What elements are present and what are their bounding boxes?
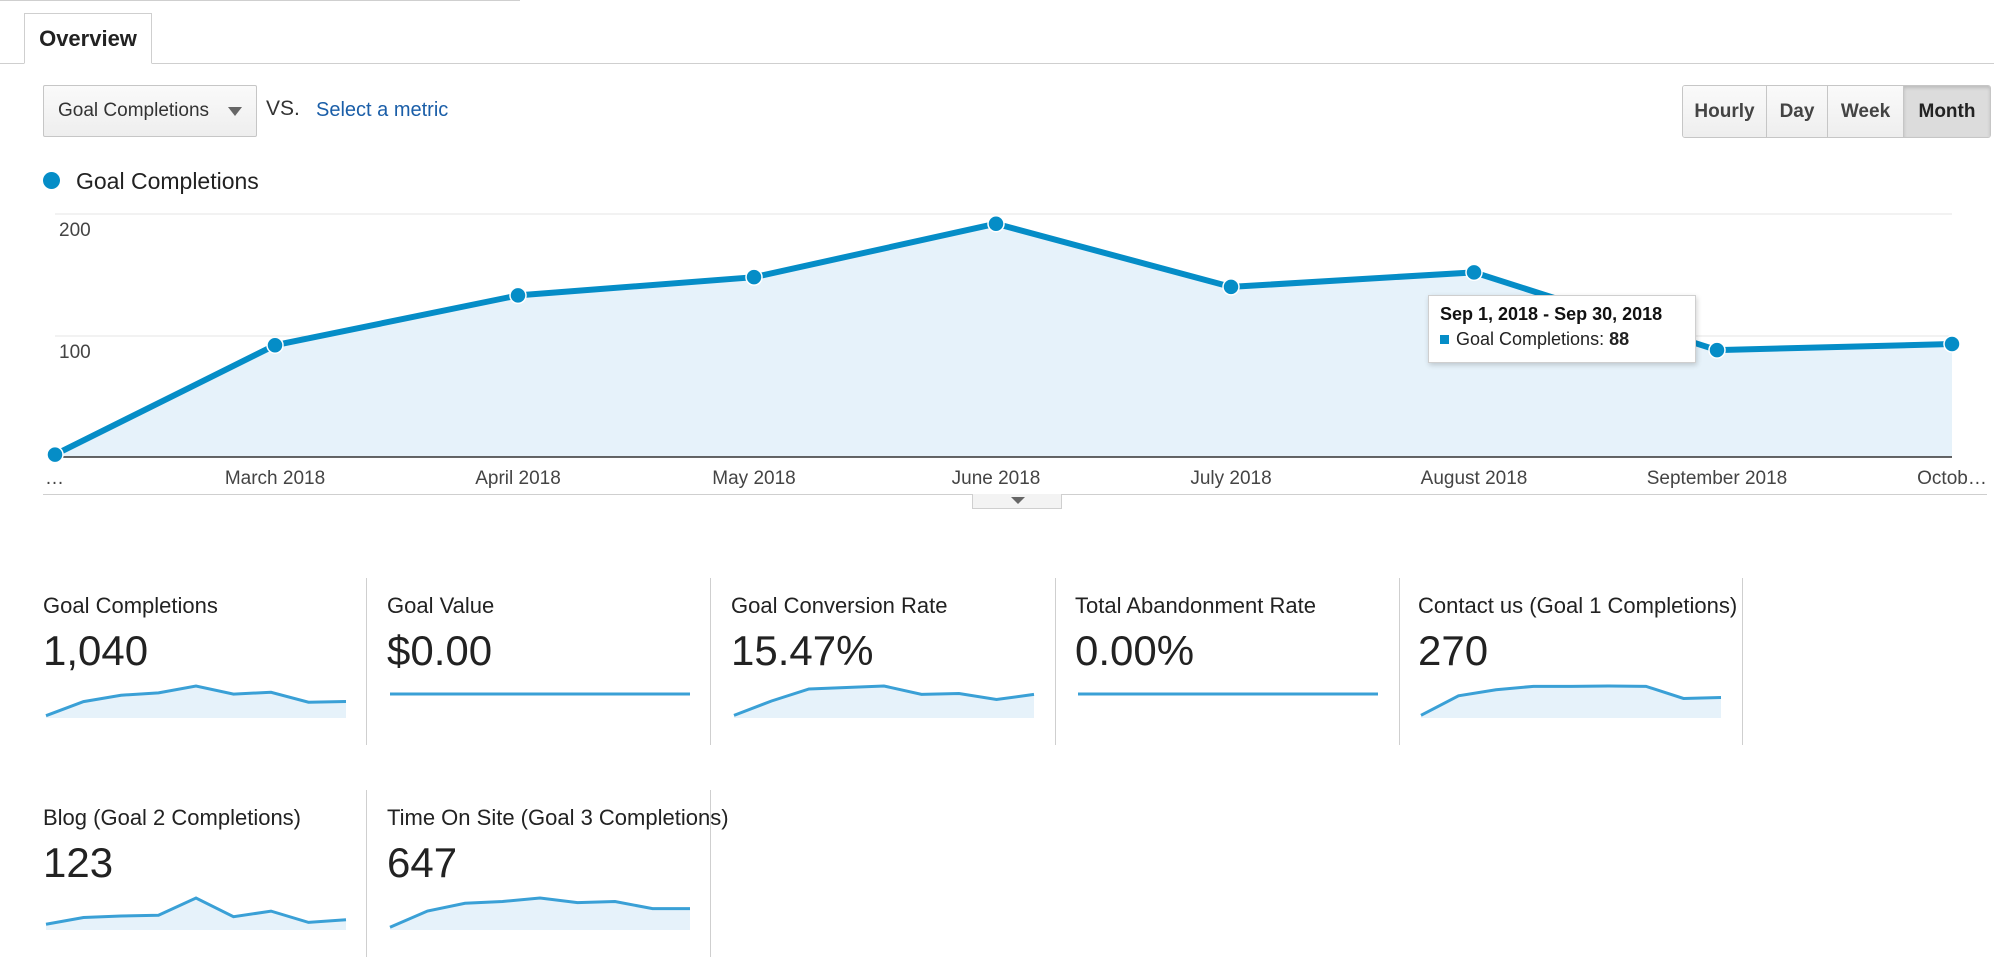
scorecard-value: 123 bbox=[43, 839, 114, 886]
area-fill bbox=[55, 223, 1952, 457]
sparkline bbox=[1420, 684, 1722, 718]
scorecard-value: $0.00 bbox=[387, 627, 493, 674]
scorecard-divider bbox=[710, 790, 711, 957]
scorecard-divider bbox=[1055, 578, 1056, 745]
day-button[interactable]: Day bbox=[1767, 86, 1828, 137]
sparkline-fill bbox=[1421, 686, 1721, 718]
x-tick-label: July 2018 bbox=[1190, 468, 1271, 489]
x-tick-label: May 2018 bbox=[712, 468, 795, 489]
data-point[interactable] bbox=[1465, 263, 1483, 282]
scorecard-goal-completions[interactable]: Goal Completions 1,040 bbox=[43, 564, 387, 718]
data-point[interactable] bbox=[46, 445, 64, 464]
data-point[interactable] bbox=[266, 336, 284, 354]
sparkline bbox=[45, 896, 347, 930]
x-tick-label: Octob… bbox=[1917, 468, 1987, 489]
scorecard-divider bbox=[1742, 578, 1743, 745]
legend-dot-icon bbox=[43, 172, 60, 189]
chart-tooltip: Sep 1, 2018 - Sep 30, 2018 Goal Completi… bbox=[1428, 295, 1696, 363]
sparkline-fill bbox=[390, 898, 690, 930]
legend-label: Goal Completions bbox=[76, 168, 259, 194]
scorecard-value: 0.00% bbox=[1075, 627, 1195, 674]
sparkline-line bbox=[45, 896, 347, 926]
line-chart: 200 100 … March 2018 April 2018 May 2018 Jun… bbox=[45, 213, 1987, 489]
scorecard-divider bbox=[366, 790, 367, 957]
sparkline bbox=[45, 684, 347, 718]
series-square-icon bbox=[1440, 335, 1449, 344]
data-point[interactable] bbox=[1708, 341, 1726, 359]
metric-dropdown-value: Goal Completions bbox=[58, 100, 210, 121]
scorecard-divider bbox=[710, 578, 711, 745]
scorecard-goal-2-completions[interactable]: Blog (Goal 2 Completions) 123 bbox=[43, 776, 387, 930]
sparkline bbox=[390, 692, 690, 718]
scorecard-divider bbox=[1399, 578, 1400, 745]
select-metric-link[interactable]: Select a metric bbox=[316, 99, 449, 121]
hourly-button[interactable]: Hourly bbox=[1683, 86, 1767, 137]
tooltip-value: 88 bbox=[1609, 329, 1630, 349]
x-tick-label: August 2018 bbox=[1421, 468, 1528, 489]
y-tick-100: 100 bbox=[59, 342, 91, 363]
data-points bbox=[46, 214, 1961, 464]
chevron-down-icon bbox=[228, 107, 242, 116]
sparkline-fill bbox=[46, 686, 346, 718]
collapse-chart-handle[interactable] bbox=[972, 494, 1062, 509]
sparkline-fill bbox=[734, 686, 1034, 718]
scorecard-title: Goal Value bbox=[387, 593, 495, 618]
tooltip-row: Goal Completions: 88 bbox=[1440, 329, 1684, 350]
scorecard-divider bbox=[366, 578, 367, 745]
x-tick-label: June 2018 bbox=[952, 468, 1041, 489]
sparkline bbox=[733, 684, 1035, 718]
scorecard-goal-1-completions[interactable]: Contact us (Goal 1 Completions) 270 bbox=[1418, 564, 1762, 718]
x-tick-label: March 2018 bbox=[225, 468, 325, 489]
tab-bar-top-border bbox=[0, 0, 520, 1]
scorecard-value: 647 bbox=[387, 839, 458, 886]
tooltip-metric: Goal Completions: bbox=[1456, 329, 1605, 349]
month-button[interactable]: Month bbox=[1904, 86, 1990, 137]
scorecard-value: 15.47% bbox=[731, 627, 874, 674]
sparkline-line bbox=[45, 684, 347, 718]
data-point[interactable] bbox=[509, 286, 527, 305]
data-point[interactable] bbox=[745, 268, 763, 286]
y-tick-200: 200 bbox=[59, 220, 91, 241]
scorecard-title: Blog (Goal 2 Completions) bbox=[43, 805, 302, 830]
scorecard-goal-3-completions[interactable]: Time On Site (Goal 3 Completions) 647 bbox=[387, 776, 731, 930]
tab-bar-bottom-border bbox=[0, 63, 1994, 64]
sparkline-fill bbox=[46, 898, 346, 930]
metric-dropdown[interactable]: Goal Completions bbox=[43, 85, 257, 137]
scorecard-value: 270 bbox=[1418, 627, 1489, 674]
scorecard-title: Contact us (Goal 1 Completions) bbox=[1418, 593, 1738, 618]
chevron-down-icon bbox=[1011, 497, 1025, 504]
tooltip-title: Sep 1, 2018 - Sep 30, 2018 bbox=[1440, 304, 1663, 324]
x-tick-label: April 2018 bbox=[475, 468, 561, 489]
scorecard-value: 1,040 bbox=[43, 627, 149, 674]
scorecard-title: Goal Completions bbox=[43, 593, 218, 618]
sparkline-line bbox=[1420, 684, 1722, 717]
data-point[interactable] bbox=[987, 214, 1005, 233]
x-axis-labels: … March 2018 April 2018 May 2018 June 2018 Ju… bbox=[45, 468, 1987, 489]
tab-overview[interactable]: Overview bbox=[24, 13, 152, 64]
sparkline bbox=[389, 896, 690, 930]
data-point[interactable] bbox=[1222, 278, 1240, 296]
sparkline-fill bbox=[390, 694, 690, 718]
granularity-button-group: Hourly Day Week Month bbox=[1682, 85, 1991, 138]
scorecard-title: Total Abandonment Rate bbox=[1075, 593, 1316, 618]
scorecard-title: Time On Site (Goal 3 Completions) bbox=[387, 805, 729, 830]
scorecard-goal-conversion-rate[interactable]: Goal Conversion Rate 15.47% bbox=[731, 564, 1075, 718]
x-tick-label: September 2018 bbox=[1647, 468, 1788, 489]
vs-label: VS. bbox=[266, 97, 300, 120]
sparkline bbox=[1078, 692, 1378, 718]
week-button[interactable]: Week bbox=[1828, 86, 1904, 137]
scorecard-title: Goal Conversion Rate bbox=[731, 593, 948, 618]
x-tick-label: … bbox=[45, 468, 64, 489]
data-point[interactable] bbox=[1943, 335, 1961, 353]
scorecard-goal-value[interactable]: Goal Value $0.00 bbox=[387, 564, 731, 718]
sparkline-line bbox=[389, 896, 690, 929]
sparkline-line bbox=[733, 684, 1035, 717]
scorecard-total-abandonment-rate[interactable]: Total Abandonment Rate 0.00% bbox=[1075, 564, 1419, 718]
sparkline-fill bbox=[1078, 694, 1378, 718]
